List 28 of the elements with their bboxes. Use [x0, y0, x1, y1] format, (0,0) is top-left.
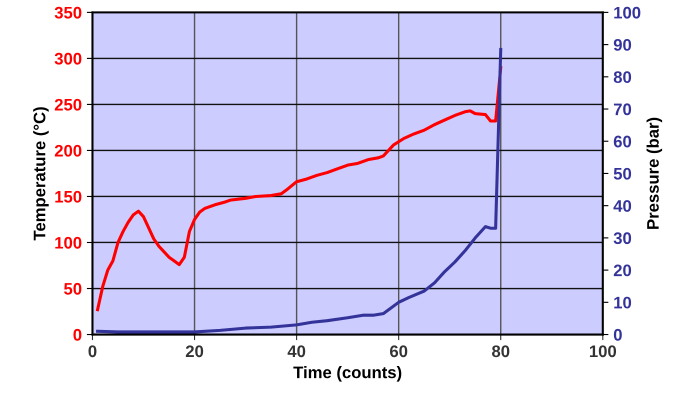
y-tick-label: 350	[54, 6, 82, 19]
y-tick-label: 0	[73, 328, 82, 341]
y2-tick-label: 50	[614, 168, 632, 180]
y-tick-label: 300	[54, 52, 82, 65]
y-tick-label: 100	[55, 236, 82, 249]
x-tick-label: 40	[288, 345, 306, 358]
y-tick-label: 150	[55, 190, 82, 203]
y-tick-label: 250	[54, 98, 82, 111]
y2-tick-label: 20	[614, 264, 632, 276]
x-tick-label: 0	[88, 345, 96, 358]
x-tick-label: 80	[492, 345, 510, 358]
x-tick-label: 100	[590, 345, 616, 358]
x-axis-title: Time (counts)	[293, 366, 402, 382]
y2-axis-title: Pressure (bar)	[646, 118, 662, 229]
y2-tick-label: 40	[613, 200, 632, 212]
y2-tick-label: 90	[614, 39, 632, 51]
y2-tick-label: 10	[614, 296, 632, 309]
y2-tick-label: 100	[614, 6, 640, 19]
x-tick-label: 20	[186, 345, 204, 358]
y-axis-title: Temperature (°C)	[33, 107, 49, 240]
y2-tick-label: 0	[614, 328, 622, 341]
y2-tick-label: 30	[614, 232, 632, 244]
x-tick-label: 60	[390, 345, 408, 358]
y2-tick-label: 60	[614, 136, 632, 148]
y2-tick-label: 80	[614, 71, 632, 84]
y-tick-label: 200	[54, 144, 82, 157]
y2-tick-label: 70	[614, 103, 632, 116]
y-tick-label: 50	[64, 282, 82, 295]
